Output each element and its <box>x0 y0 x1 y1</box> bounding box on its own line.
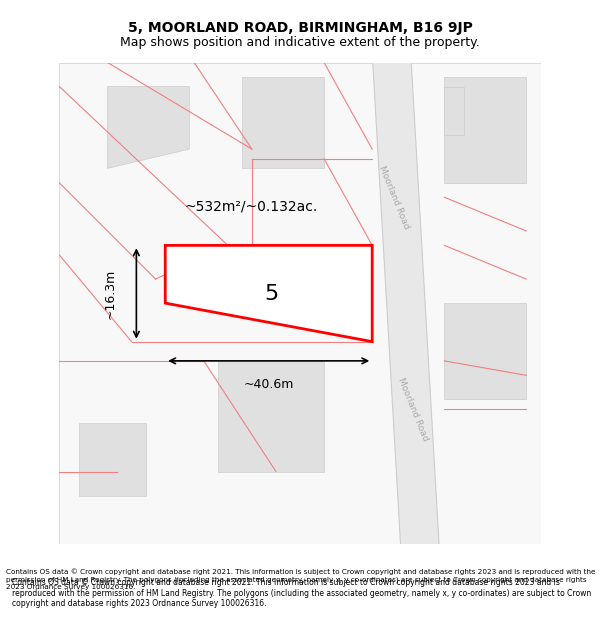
Text: 5, MOORLAND ROAD, BIRMINGHAM, B16 9JP: 5, MOORLAND ROAD, BIRMINGHAM, B16 9JP <box>128 21 472 35</box>
Text: ~16.3m: ~16.3m <box>104 268 117 319</box>
Text: Map shows position and indicative extent of the property.: Map shows position and indicative extent… <box>120 36 480 49</box>
Polygon shape <box>165 246 372 342</box>
Text: 5: 5 <box>264 284 278 304</box>
Text: Moorland Road: Moorland Road <box>377 164 410 230</box>
Text: Moorland Road: Moorland Road <box>396 376 430 442</box>
Polygon shape <box>79 424 146 496</box>
Text: Contains OS data © Crown copyright and database right 2021. This information is : Contains OS data © Crown copyright and d… <box>6 569 595 590</box>
Polygon shape <box>107 86 190 168</box>
Polygon shape <box>445 77 526 182</box>
Polygon shape <box>445 86 464 134</box>
Text: ~532m²/~0.132ac.: ~532m²/~0.132ac. <box>185 200 318 214</box>
Text: ~40.6m: ~40.6m <box>244 378 294 391</box>
Polygon shape <box>445 303 526 399</box>
Polygon shape <box>242 77 324 168</box>
Polygon shape <box>372 53 440 553</box>
Polygon shape <box>218 361 324 471</box>
Text: Contains OS data © Crown copyright and database right 2021. This information is : Contains OS data © Crown copyright and d… <box>12 578 591 608</box>
